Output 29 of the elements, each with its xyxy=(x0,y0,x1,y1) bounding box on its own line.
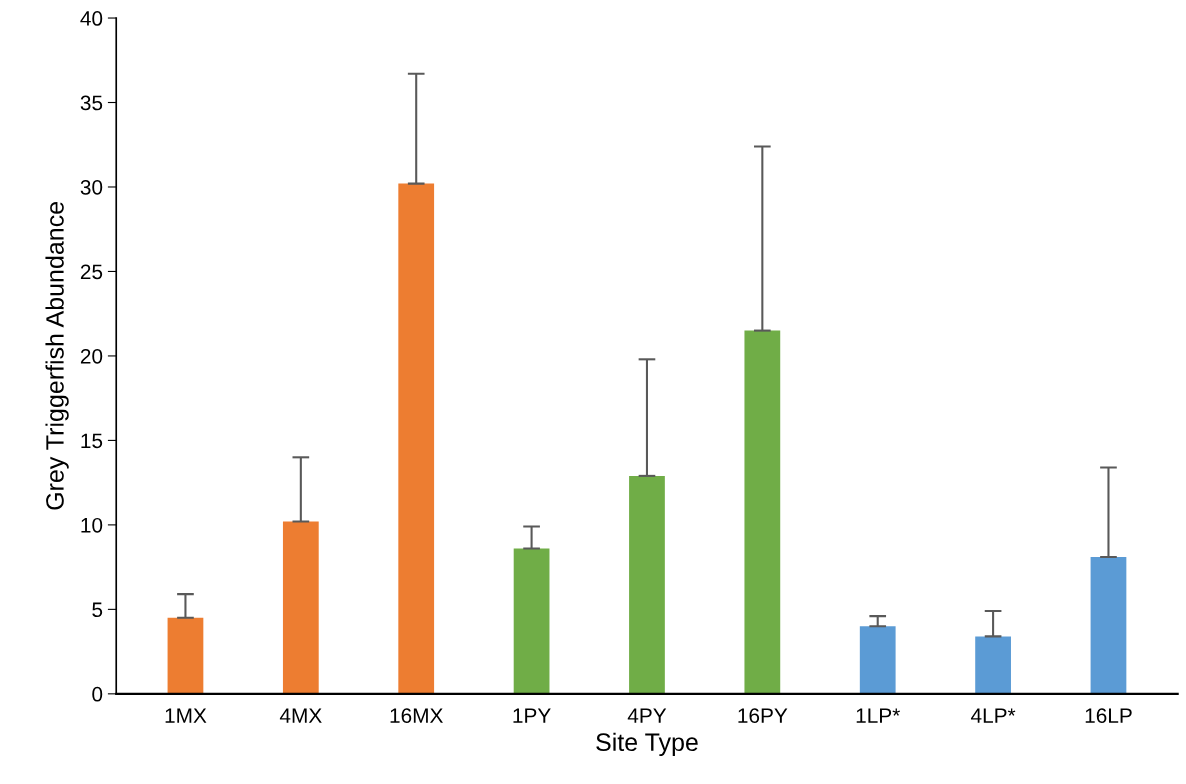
bar xyxy=(1090,556,1127,694)
y-tick-label: 10 xyxy=(81,517,103,533)
y-tick-label: 35 xyxy=(80,95,103,111)
y-tick-label: 40 xyxy=(80,11,103,26)
bar xyxy=(744,330,781,694)
x-axis-title: Site Type xyxy=(596,732,698,757)
y-tick-label: 25 xyxy=(80,264,103,280)
bar xyxy=(282,521,319,694)
x-tick-label: 16LP xyxy=(1085,708,1132,724)
y-tick-label: 15 xyxy=(81,433,103,449)
y-tick-label: 0 xyxy=(92,686,103,702)
bar xyxy=(859,626,896,694)
x-tick-label: 16PY xyxy=(738,708,788,724)
x-tick-label: 16MX xyxy=(390,708,443,724)
x-tick-label: 4LP* xyxy=(970,708,1016,723)
y-tick-label: 20 xyxy=(80,348,103,364)
bar xyxy=(398,183,435,694)
y-tick-label: 30 xyxy=(80,179,103,195)
x-tick-label: 1PY xyxy=(513,708,551,723)
x-tick-label: 1MX xyxy=(165,708,207,723)
y-tick-label: 5 xyxy=(92,602,103,618)
bar xyxy=(513,548,550,694)
x-tick-label: 4MX xyxy=(279,708,322,723)
bar xyxy=(629,475,665,694)
y-axis-title: Grey Triggerfish Abundance xyxy=(45,202,69,510)
bar xyxy=(167,617,204,694)
bar xyxy=(975,636,1011,694)
x-tick-label: 4PY xyxy=(627,708,667,723)
x-tick-label: 1LP* xyxy=(856,708,900,723)
